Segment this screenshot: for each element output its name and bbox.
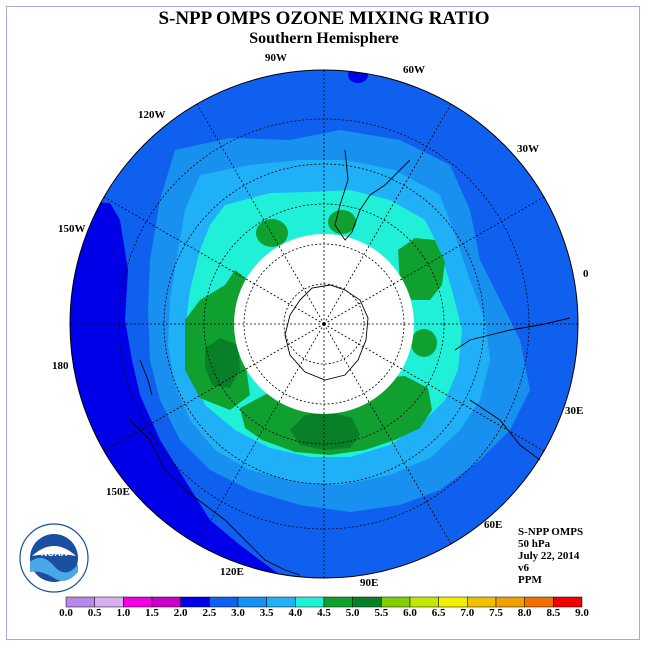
lon-label-0: 0 <box>583 268 589 280</box>
colorbar-tick-label: 6.0 <box>403 607 417 619</box>
colorbar-tick-label: 0.5 <box>87 607 102 619</box>
colorbar-tick-label: 1.0 <box>116 607 131 619</box>
colorbar-tick-label: 1.5 <box>145 607 159 619</box>
band-4.5-north-b <box>328 210 356 234</box>
lon-label-60e: 60E <box>484 519 503 531</box>
lon-label-150w: 150W <box>58 223 86 235</box>
info-level: 50 hPa <box>518 538 551 550</box>
lon-label-120e: 120E <box>220 566 244 578</box>
south-pole-marker <box>322 322 326 326</box>
graticule <box>70 70 578 578</box>
lon-label-30w: 30W <box>517 143 539 155</box>
band-5.0-west <box>205 338 240 388</box>
info-product: S-NPP OMPS <box>518 526 584 538</box>
africa-coast-east <box>469 399 541 461</box>
colorbar-tick-label: 5.0 <box>345 607 360 619</box>
colorbar-tick-label: 7.0 <box>460 607 475 619</box>
australia-coast <box>129 419 301 576</box>
band-5.0-south <box>290 412 360 450</box>
band-4.5-east <box>398 238 445 300</box>
colorbar-tick-label: 4.0 <box>288 607 303 619</box>
lon-label-60w: 60W <box>403 64 425 76</box>
map-title: S-NPP OMPS OZONE MIXING RATIO <box>158 8 490 29</box>
antarctica-coast <box>284 284 369 381</box>
lon-label-120w: 120W <box>138 109 166 121</box>
colorbar-tick-label: 2.0 <box>173 607 188 619</box>
colorbar-tick-label: 8.5 <box>546 607 561 619</box>
colorbar-tick-label: 7.5 <box>489 607 503 619</box>
band-2.0-top <box>348 70 368 83</box>
band-4.5-east-small <box>411 329 437 357</box>
figure-frame <box>6 6 640 640</box>
lon-label-150e: 150E <box>106 486 130 498</box>
africa-coast <box>454 317 571 351</box>
coastlines <box>129 149 571 576</box>
lon-label-180: 180 <box>52 360 69 372</box>
info-version: v6 <box>518 562 529 574</box>
colorbar-tick-label: 5.5 <box>374 607 389 619</box>
noaa-logo-text: NOAA <box>41 548 68 558</box>
colorbar-tick-label: 3.0 <box>231 607 245 619</box>
colorbar-tick-label: 3.5 <box>259 607 274 619</box>
colorbar-tick-label: 2.5 <box>202 607 217 619</box>
colorbar-tick-label: 4.5 <box>317 607 331 619</box>
colorbar-tick-label: 0.0 <box>59 607 73 619</box>
band-4.5-north-a <box>256 219 288 247</box>
nz-coast <box>139 359 153 396</box>
lon-label-90e: 90E <box>360 577 379 589</box>
info-units: PPM <box>518 574 542 586</box>
lon-label-90w: 90W <box>265 52 287 64</box>
info-block: S-NPP OMPS 50 hPa July 22, 2014 v6 PPM <box>518 526 583 586</box>
noaa-logo: NOAA <box>19 523 89 593</box>
lon-label-30e: 30E <box>565 405 584 417</box>
colorbar-tick-label: 9.0 <box>575 607 589 619</box>
colorbar-tick-label: 8.0 <box>517 607 532 619</box>
south-america-coast <box>334 149 411 241</box>
colorbar-tick-label: 6.5 <box>431 607 446 619</box>
map-subtitle: Southern Hemisphere <box>249 30 399 47</box>
info-date: July 22, 2014 <box>518 550 580 562</box>
